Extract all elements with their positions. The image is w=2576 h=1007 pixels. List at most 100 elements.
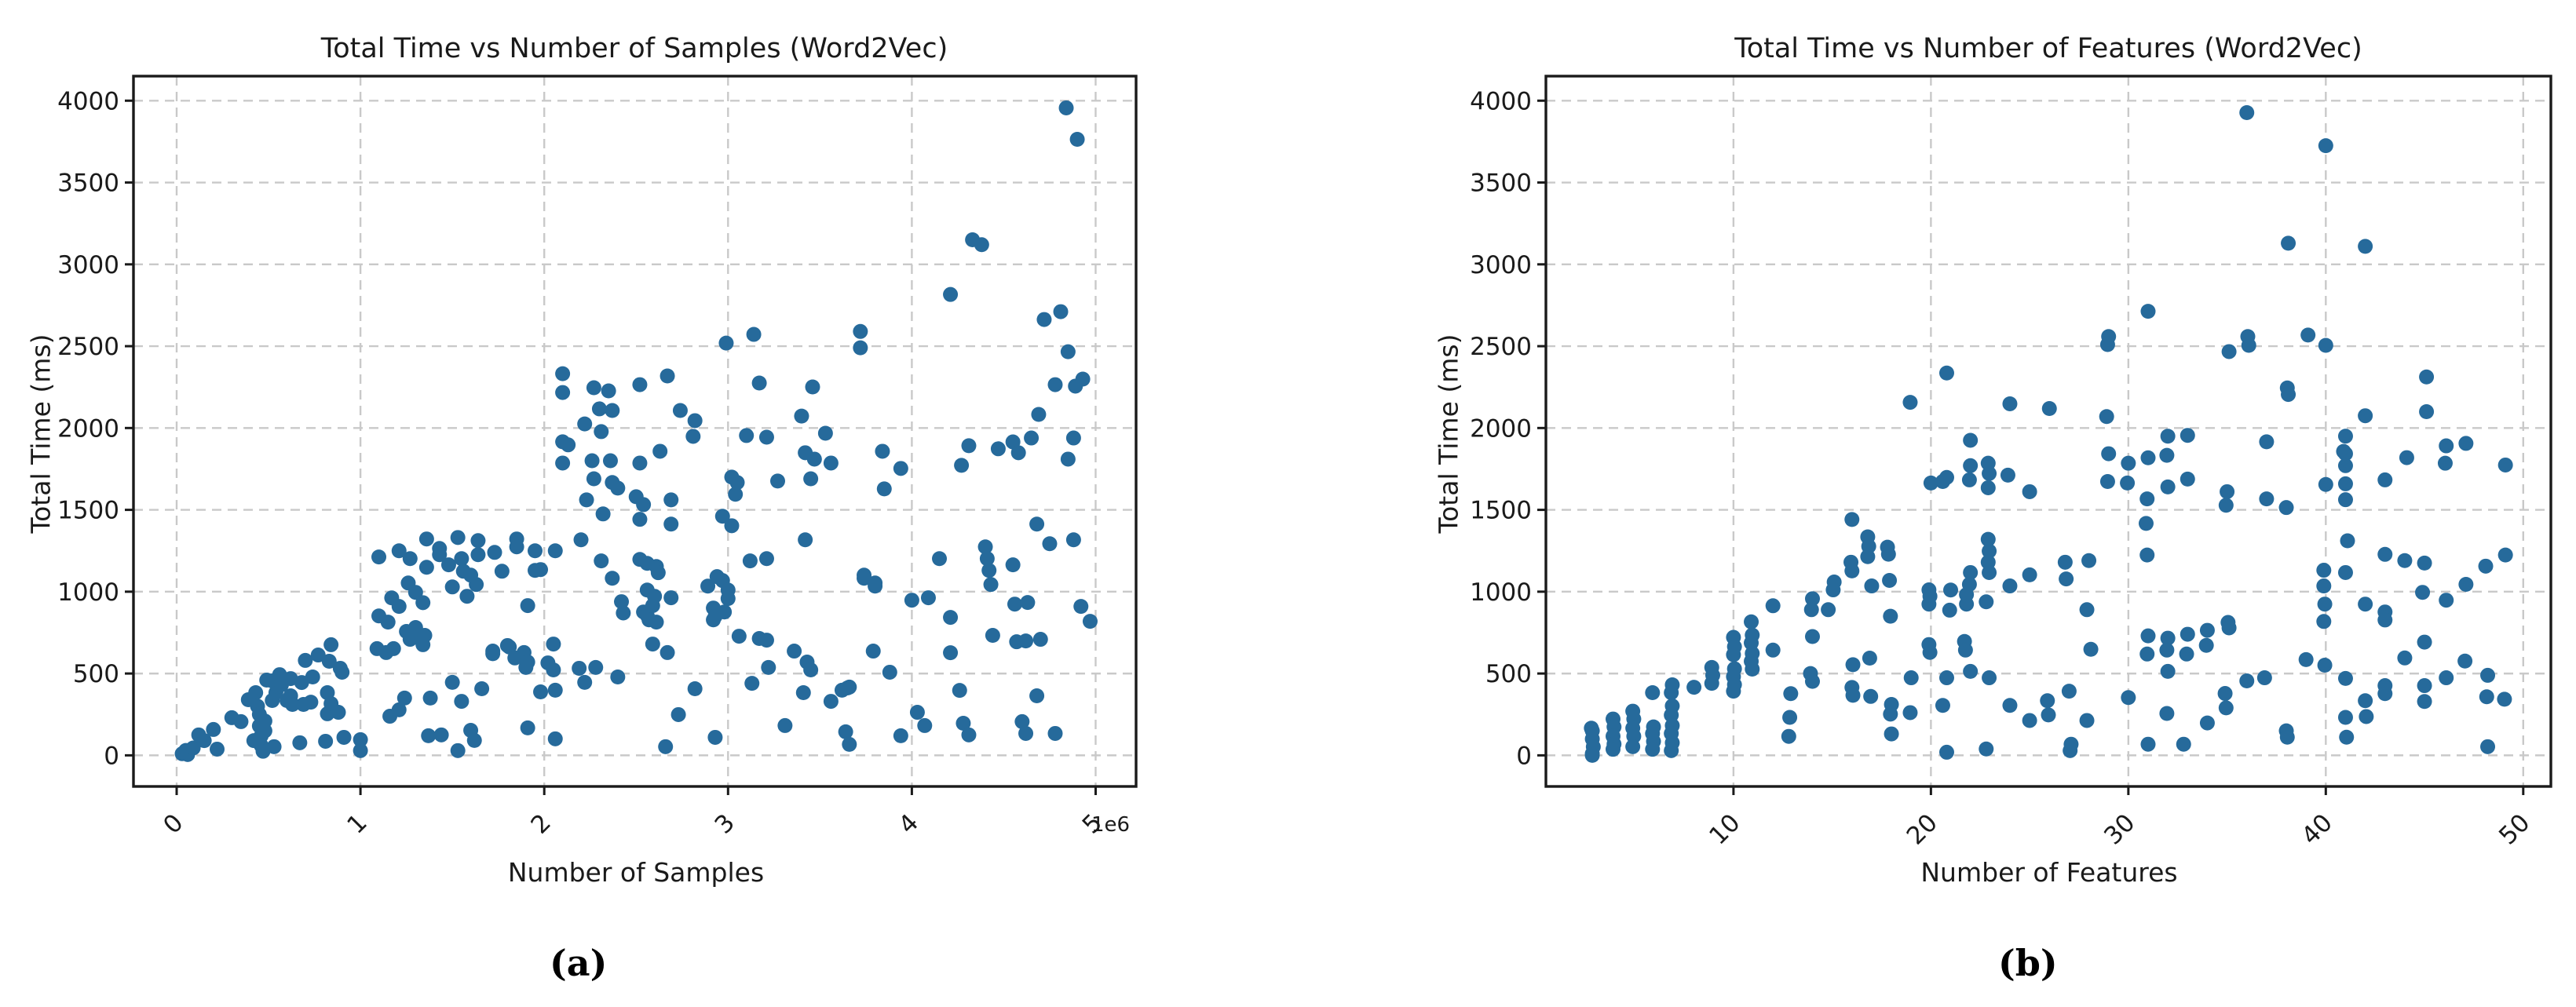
data-point (823, 694, 839, 710)
data-point (555, 455, 571, 471)
data-point (1982, 543, 1997, 559)
data-point (2337, 458, 2353, 473)
data-point (396, 690, 412, 706)
x-tick-label: 50 (2494, 808, 2535, 850)
data-point (1024, 430, 1040, 446)
data-point (2337, 476, 2353, 491)
data-point (2479, 689, 2494, 705)
data-point (917, 717, 933, 733)
data-point (601, 383, 616, 399)
data-point (533, 562, 549, 578)
data-point (731, 629, 747, 644)
data-point (594, 424, 609, 440)
data-point (602, 453, 618, 469)
data-point (417, 628, 433, 644)
data-point (1921, 597, 1937, 612)
data-point (2099, 474, 2115, 490)
data-point (1664, 685, 1679, 701)
data-point (974, 237, 989, 253)
data-point (2480, 667, 2496, 683)
data-point (2298, 651, 2314, 667)
y-tick-label: 1000 (57, 578, 119, 607)
data-point (1825, 582, 1841, 598)
y-tick-label: 0 (1516, 742, 1532, 770)
data-point (985, 628, 1000, 644)
data-point (2337, 446, 2353, 462)
data-point (353, 732, 368, 747)
data-point (2256, 670, 2272, 686)
data-point (450, 742, 466, 758)
data-point (2259, 434, 2275, 450)
data-point (487, 545, 502, 560)
data-point (2221, 344, 2237, 359)
data-point (777, 717, 793, 733)
data-point (1726, 647, 1741, 662)
data-point (1959, 597, 1975, 612)
data-point (632, 512, 648, 527)
data-point (248, 685, 264, 701)
data-point (546, 662, 561, 678)
data-point (1903, 670, 1919, 686)
data-point (1844, 512, 1860, 527)
data-point (1980, 480, 1996, 495)
plot-a-title: Total Time vs Number of Samples (Word2Ve… (320, 33, 948, 64)
data-point (838, 724, 853, 739)
data-point (700, 578, 716, 594)
data-point (2417, 678, 2432, 694)
data-point (658, 739, 674, 754)
data-point (2000, 467, 2015, 483)
data-point (805, 379, 820, 395)
data-point (572, 660, 587, 676)
data-point (2180, 626, 2195, 642)
data-point (336, 729, 352, 745)
data-point (586, 380, 601, 396)
data-point (391, 543, 407, 559)
data-point (331, 705, 346, 721)
data-point (334, 664, 350, 680)
data-point (2359, 709, 2374, 724)
data-point (459, 589, 475, 604)
data-point (842, 736, 857, 752)
plot-a-ylabel: Total Time (ms) (25, 334, 57, 534)
data-point (292, 735, 308, 750)
data-point (1943, 582, 1959, 598)
data-point (470, 547, 486, 563)
data-point (803, 471, 819, 487)
data-point (2397, 650, 2413, 666)
data-point (1863, 688, 1879, 704)
y-tick-label: 2000 (1470, 414, 1532, 443)
data-point (2040, 693, 2055, 709)
plot-b-xlabel: Number of Features (1920, 857, 2178, 888)
y-tick-label: 4000 (1470, 87, 1532, 115)
data-point (2138, 516, 2154, 531)
data-point (652, 443, 668, 459)
data-point (803, 662, 819, 678)
data-point (1902, 705, 1918, 721)
data-point (990, 441, 1006, 457)
data-point (1922, 644, 1938, 660)
data-point (2140, 304, 2156, 319)
data-point (1765, 642, 1781, 658)
data-point (2419, 403, 2435, 419)
data-point (687, 681, 703, 697)
data-point (758, 633, 774, 648)
data-point (2180, 471, 2195, 487)
data-point (2099, 409, 2114, 425)
data-point (415, 595, 431, 611)
data-point (2358, 693, 2373, 709)
data-point (1584, 747, 1600, 763)
data-point (1007, 597, 1022, 612)
data-point (1844, 563, 1860, 578)
data-point (2121, 690, 2136, 706)
data-point (2022, 567, 2037, 582)
data-point (318, 733, 334, 749)
data-point (2160, 630, 2176, 646)
data-point (739, 428, 755, 443)
data-point (470, 533, 486, 549)
data-point (2083, 641, 2099, 657)
data-point (1979, 594, 1994, 610)
data-point (2121, 455, 2136, 471)
data-point (444, 674, 460, 690)
